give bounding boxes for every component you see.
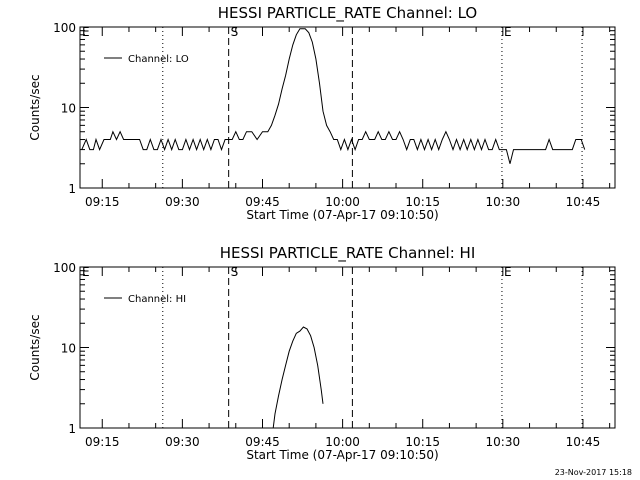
- plot-frame: [79, 26, 616, 189]
- x-tick-label: 09:45: [245, 195, 280, 209]
- x-axis-label: Start Time (07-Apr-17 09:10:50): [246, 208, 438, 222]
- x-tick-label: 09:15: [85, 435, 120, 449]
- series-line: [81, 28, 586, 164]
- legend-entry: Channel: LO: [128, 54, 189, 65]
- y-tick-label: 10: [61, 102, 76, 116]
- marker-label: E: [504, 265, 512, 279]
- chart-title: HESSI PARTICLE_RATE Channel: LO: [218, 4, 477, 23]
- y-tick-label: 1: [68, 182, 76, 196]
- legend-entry: Channel: HI: [128, 294, 186, 305]
- marker-label: E: [504, 25, 512, 39]
- y-axis-label: Counts/sec: [28, 74, 42, 140]
- marker-label: S: [231, 25, 239, 39]
- x-tick-label: 10:30: [486, 435, 521, 449]
- x-tick-label: 10:45: [566, 195, 601, 209]
- marker-label: E: [82, 25, 90, 39]
- x-axis-label: Start Time (07-Apr-17 09:10:50): [246, 448, 438, 462]
- x-tick-label: 10:00: [325, 435, 360, 449]
- y-tick-label: 100: [53, 21, 76, 35]
- x-tick-label: 10:15: [405, 195, 440, 209]
- x-tick-label: 10:15: [405, 435, 440, 449]
- panel-lo: HESSI PARTICLE_RATE Channel: LO 09:15 09:3…: [28, 4, 616, 222]
- footer-timestamp: 23-Nov-2017 15:18: [555, 468, 632, 477]
- y-axis-label: Counts/sec: [28, 314, 42, 380]
- y-tick-label: 100: [53, 261, 76, 275]
- marker-label: S: [231, 265, 239, 279]
- x-tick-label: 10:00: [325, 195, 360, 209]
- x-tick-label: 09:30: [165, 195, 200, 209]
- x-tick-label: 10:45: [566, 435, 601, 449]
- x-tick-label: 09:15: [85, 195, 120, 209]
- x-tick-label: 09:45: [245, 435, 280, 449]
- plot-frame: [79, 266, 616, 429]
- panel-hi: HESSI PARTICLE_RATE Channel: HI 09:15 09:3…: [28, 244, 616, 462]
- y-tick-label: 10: [61, 342, 76, 356]
- marker-label: E: [82, 265, 90, 279]
- y-tick-label: 1: [68, 422, 76, 436]
- chart-title: HESSI PARTICLE_RATE Channel: HI: [220, 244, 476, 263]
- x-tick-label: 09:30: [165, 435, 200, 449]
- series-line: [272, 326, 324, 429]
- x-tick-label: 10:30: [486, 195, 521, 209]
